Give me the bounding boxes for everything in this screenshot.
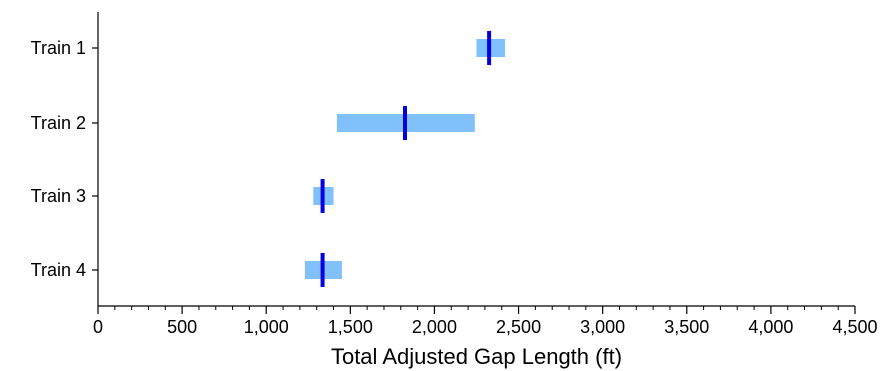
x-tick-label: 3,000 [580,317,625,337]
x-minor-ticks [114,306,839,310]
x-tick-label: 4,500 [832,317,877,337]
marker-lines [320,31,492,287]
x-tick-label: 0 [93,317,103,337]
x-axis-title: Total Adjusted Gap Length (ft) [331,344,622,369]
y-category-label: Train 1 [31,38,86,58]
x-tick-labels: 0 500 1,000 1,500 2,000 2,500 3,000 3,500 4,000 4… [93,317,878,337]
x-major-ticks [97,306,856,314]
axes [97,12,855,307]
x-tick-label: 1,000 [244,317,289,337]
y-category-label: Train 4 [31,260,86,280]
y-category-label: Train 2 [31,113,86,133]
y-category-labels: Train 1 Train 2 Train 3 Train 4 [31,38,86,280]
x-tick-label: 2,000 [412,317,457,337]
x-tick-label: 3,500 [664,317,709,337]
x-tick-label: 500 [167,317,197,337]
y-category-ticks [92,47,98,271]
x-tick-label: 1,500 [328,317,373,337]
y-category-label: Train 3 [31,186,86,206]
range-bars [304,39,506,279]
x-tick-label: 4,000 [748,317,793,337]
x-tick-label: 2,500 [496,317,541,337]
